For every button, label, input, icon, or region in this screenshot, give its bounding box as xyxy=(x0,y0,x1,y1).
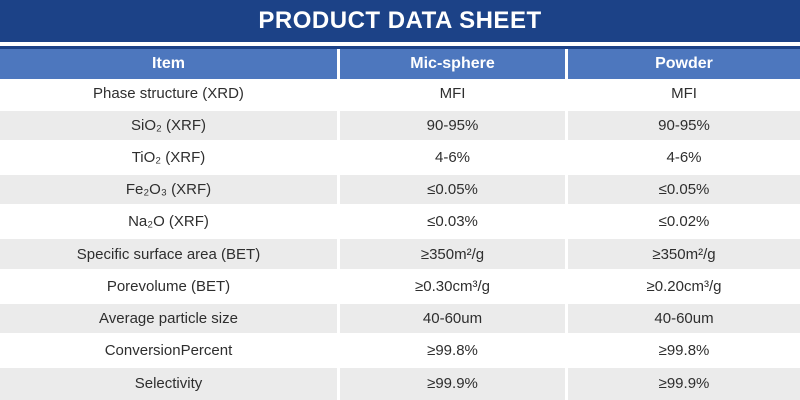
page-title: PRODUCT DATA SHEET xyxy=(258,7,542,34)
cell-powder-value: 40-60um xyxy=(568,304,800,336)
table-row: Specific surface area (BET) ≥350m²/g ≥35… xyxy=(0,239,800,272)
row-item-label: Fe₂O₃ (XRF) xyxy=(0,175,340,208)
cell-powder-value: ≤0.02% xyxy=(568,207,800,240)
cell-mic-sphere-value: 40-60um xyxy=(340,303,568,336)
row-item-label: ConversionPercent xyxy=(0,335,340,368)
cell-powder-value: 4-6% xyxy=(568,143,800,176)
table-row: Porevolume (BET) ≥0.30cm³/g ≥0.20cm³/g xyxy=(0,271,800,304)
table-row: ConversionPercent ≥99.8% ≥99.8% xyxy=(0,335,800,368)
cell-powder-value: ≤0.05% xyxy=(568,175,800,208)
cell-mic-sphere-value: MFI xyxy=(340,79,568,112)
table-header-row: Item Mic-sphere Powder xyxy=(0,46,800,79)
row-item-label: Phase structure (XRD) xyxy=(0,79,340,112)
cell-mic-sphere-value: ≥0.30cm³/g xyxy=(340,271,568,304)
column-header-mic-sphere: Mic-sphere xyxy=(340,49,568,79)
cell-mic-sphere-value: ≤0.05% xyxy=(340,175,568,208)
title-gap-divider xyxy=(0,42,800,46)
cell-powder-value: ≥350m²/g xyxy=(568,239,800,272)
table-row: Na₂O (XRF) ≤0.03% ≤0.02% xyxy=(0,207,800,240)
row-item-label: Selectivity xyxy=(0,367,340,400)
row-item-label: Average particle size xyxy=(0,303,340,336)
cell-mic-sphere-value: ≥99.9% xyxy=(340,367,568,400)
column-header-item: Item xyxy=(0,49,340,79)
cell-powder-value: 90-95% xyxy=(568,111,800,144)
table-row: Fe₂O₃ (XRF) ≤0.05% ≤0.05% xyxy=(0,175,800,208)
cell-mic-sphere-value: ≥99.8% xyxy=(340,335,568,368)
row-item-label: Na₂O (XRF) xyxy=(0,207,340,240)
cell-mic-sphere-value: ≥350m²/g xyxy=(340,239,568,272)
cell-mic-sphere-value: 4-6% xyxy=(340,143,568,176)
table-row: SiO₂ (XRF) 90-95% 90-95% xyxy=(0,111,800,144)
row-item-label: Porevolume (BET) xyxy=(0,271,340,304)
title-bar: PRODUCT DATA SHEET xyxy=(0,0,800,42)
row-item-label: SiO₂ (XRF) xyxy=(0,111,340,144)
table-row: Selectivity ≥99.9% ≥99.9% xyxy=(0,367,800,400)
column-header-powder: Powder xyxy=(655,55,713,72)
cell-powder-value: ≥99.8% xyxy=(568,336,800,368)
cell-powder-value: MFI xyxy=(568,79,800,112)
table-row: TiO₂ (XRF) 4-6% 4-6% xyxy=(0,143,800,176)
table-row: Phase structure (XRD) MFI MFI xyxy=(0,79,800,112)
cell-powder-value: ≥0.20cm³/g xyxy=(568,272,800,304)
table-row: Average particle size 40-60um 40-60um xyxy=(0,303,800,336)
cell-powder-value: ≥99.9% xyxy=(658,375,710,393)
table-body: Phase structure (XRD) MFI MFI SiO₂ (XRF)… xyxy=(0,79,800,400)
row-item-label: TiO₂ (XRF) xyxy=(0,143,340,176)
cell-mic-sphere-value: ≤0.03% xyxy=(340,207,568,240)
cell-mic-sphere-value: 90-95% xyxy=(340,111,568,144)
row-item-label: Specific surface area (BET) xyxy=(0,239,340,272)
